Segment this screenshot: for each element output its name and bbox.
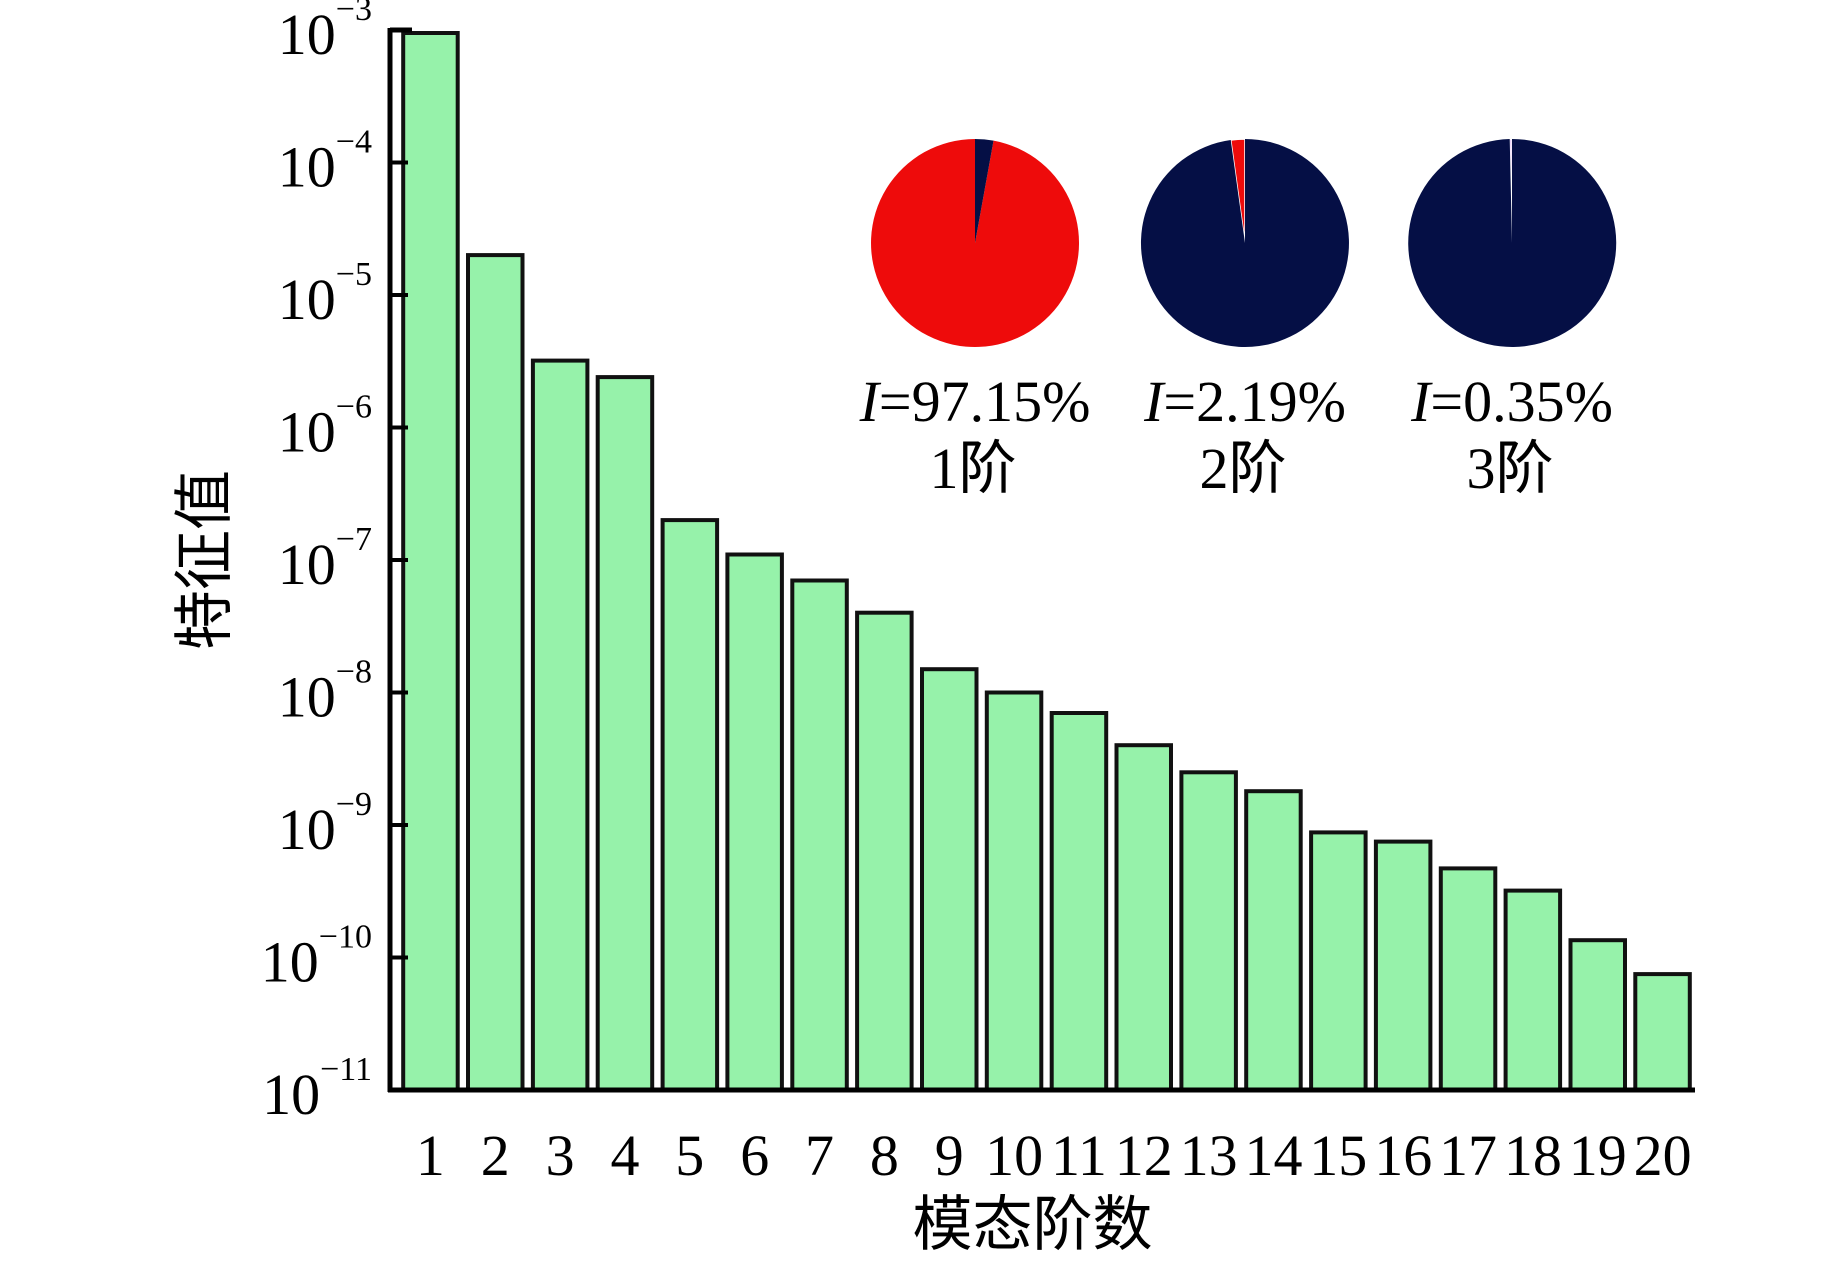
bar-5 <box>660 518 720 1092</box>
y-axis-title: 特征值 <box>172 470 238 650</box>
bar-17 <box>1438 866 1498 1093</box>
bar-6 <box>725 552 784 1092</box>
pie-2-percent-label: I=2.19% <box>1143 369 1346 434</box>
bar-group <box>401 31 1692 1093</box>
y-tick-label: 10−7 <box>278 521 372 597</box>
pie-2-slice-1 <box>1229 138 1246 244</box>
pie-2-mode-label: 2阶 <box>1199 436 1286 501</box>
x-tick-label: 6 <box>740 1123 769 1188</box>
pie-1-slice-2 <box>975 139 994 243</box>
bar-15 <box>1309 830 1368 1093</box>
x-tick-label: 5 <box>675 1123 704 1188</box>
x-tick-label: 20 <box>1634 1123 1692 1188</box>
y-tick-label: 10−4 <box>278 124 372 200</box>
bar-10 <box>984 690 1044 1092</box>
bar-20 <box>1633 972 1692 1092</box>
pie-inset-group: I=97.15%1阶I=2.19%2阶I=0.35%3阶 <box>859 138 1617 501</box>
bar-12 <box>1114 743 1173 1092</box>
pie-3: I=0.35%3阶 <box>1408 138 1617 501</box>
x-axis-title: 模态阶数 <box>913 1192 1153 1258</box>
x-tick-label: 4 <box>611 1123 640 1188</box>
bar-8 <box>855 610 914 1092</box>
x-tick-label: 8 <box>870 1123 899 1188</box>
y-tick-label: 10−3 <box>278 0 372 67</box>
y-tick-label: 10−11 <box>262 1051 372 1127</box>
pie-3-percent-label: I=0.35% <box>1410 369 1613 434</box>
x-tick-label: 13 <box>1180 1123 1238 1188</box>
x-tick-label: 15 <box>1309 1123 1367 1188</box>
bar-16 <box>1373 839 1433 1092</box>
pie-3-mode-label: 3阶 <box>1466 436 1553 501</box>
bar-14 <box>1244 789 1303 1092</box>
bar-11 <box>1049 711 1109 1092</box>
x-tick-label: 10 <box>985 1123 1043 1188</box>
pie-2-slice-2 <box>1140 139 1349 347</box>
pie-1-mode-label: 1阶 <box>929 436 1016 501</box>
y-tick-label: 10−5 <box>278 256 372 332</box>
x-tick-label: 14 <box>1245 1123 1303 1188</box>
y-tick-label: 10−9 <box>278 786 372 862</box>
x-tick-label: 18 <box>1504 1123 1562 1188</box>
x-tick-label: 11 <box>1051 1123 1107 1188</box>
y-tick-label: 10−10 <box>261 919 372 995</box>
x-tick-label: 1 <box>416 1123 445 1188</box>
bar-1 <box>401 31 460 1092</box>
x-tick-label: 19 <box>1569 1123 1627 1188</box>
x-tick-label: 3 <box>546 1123 575 1188</box>
pie-2: I=2.19%2阶 <box>1140 138 1349 501</box>
bar-2 <box>466 253 525 1093</box>
bar-4 <box>595 375 655 1093</box>
x-tick-group: 1 2 3 4 5 6 7 8 9 10 11 12 13 14 15 16 17 18 19 20 <box>416 1123 1692 1188</box>
bar-3 <box>530 358 590 1093</box>
y-tick-label: 10−8 <box>278 654 372 730</box>
y-tick-label: 10−6 <box>278 389 372 465</box>
pie-1-slice-1 <box>871 139 1080 348</box>
x-tick-label: 12 <box>1115 1123 1173 1188</box>
bar-9 <box>920 667 979 1092</box>
x-tick-label: 2 <box>481 1123 510 1188</box>
pie-3-slice-2 <box>1408 138 1617 347</box>
pie-1-percent-label: I=97.15% <box>859 369 1091 434</box>
x-tick-label: 7 <box>805 1123 834 1188</box>
x-tick-label: 16 <box>1374 1123 1432 1188</box>
pie-3-slice-1 <box>1508 138 1513 244</box>
bar-13 <box>1179 770 1238 1092</box>
pie-1: I=97.15%1阶 <box>859 139 1091 501</box>
y-tick-group: 10−3 10−4 10−5 10−6 10−7 10−8 10−9 10−10 10−11 <box>261 0 408 1127</box>
bar-18 <box>1503 888 1563 1092</box>
bar-7 <box>790 578 849 1092</box>
x-tick-label: 17 <box>1439 1123 1497 1188</box>
x-tick-label: 9 <box>935 1123 964 1188</box>
bar-19 <box>1568 938 1627 1093</box>
